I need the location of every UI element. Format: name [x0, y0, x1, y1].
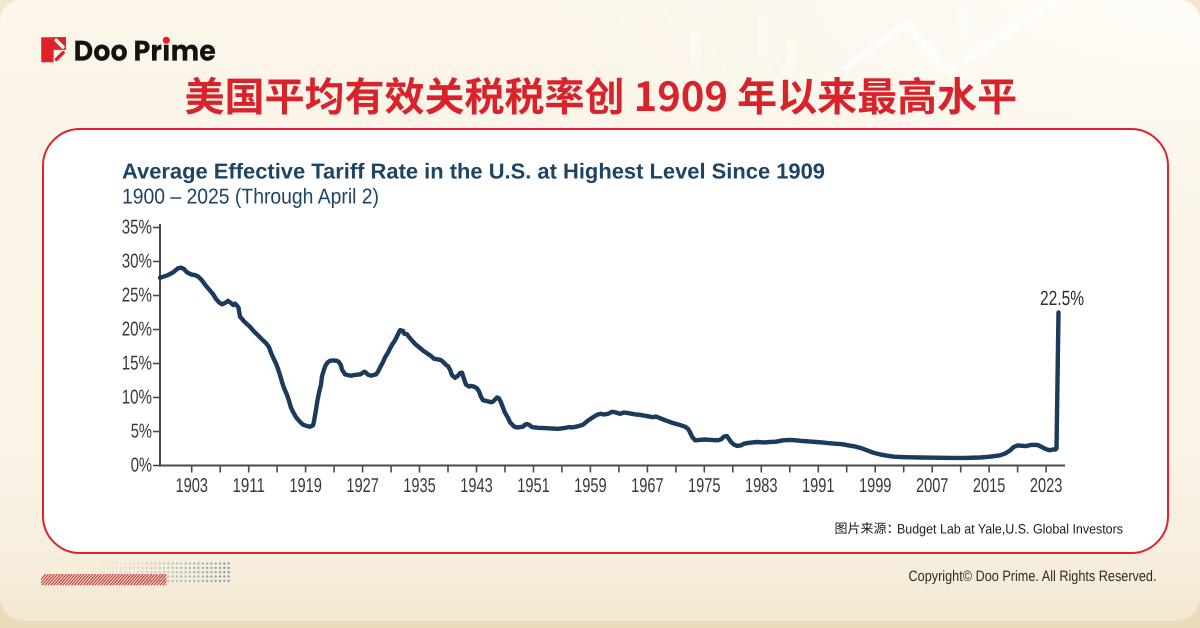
svg-text:1943: 1943 [460, 475, 493, 497]
svg-text:2023: 2023 [1030, 475, 1063, 497]
svg-text:15%: 15% [122, 353, 152, 375]
svg-text:Average Effective Tariff Rate: Average Effective Tariff Rate in the U.S… [122, 159, 825, 184]
svg-text:1975: 1975 [688, 475, 721, 497]
svg-text:20%: 20% [122, 319, 152, 341]
svg-text:1935: 1935 [403, 475, 436, 497]
svg-text:1999: 1999 [859, 475, 892, 497]
svg-text:1927: 1927 [346, 475, 379, 497]
svg-text:1900 – 2025 (Through April 2): 1900 – 2025 (Through April 2) [122, 185, 379, 209]
svg-text:Copyright© Doo Prime. All Righ: Copyright© Doo Prime. All Rights Reserve… [909, 568, 1157, 585]
svg-text:1967: 1967 [631, 475, 664, 497]
svg-text:22.5%: 22.5% [1040, 287, 1084, 310]
svg-text:2007: 2007 [916, 475, 949, 497]
svg-text:1959: 1959 [574, 475, 607, 497]
svg-text:5%: 5% [131, 421, 152, 443]
svg-text:1911: 1911 [232, 475, 265, 497]
svg-text:1991: 1991 [802, 475, 835, 497]
svg-text:Budget Lab at Yale,U.S. Global: Budget Lab at Yale,U.S. Global Investors [897, 522, 1123, 537]
svg-text:1903: 1903 [175, 475, 208, 497]
svg-text:1919: 1919 [289, 475, 322, 497]
svg-text:35%: 35% [122, 217, 152, 239]
svg-text:1983: 1983 [745, 475, 778, 497]
svg-text:1951: 1951 [517, 475, 550, 497]
svg-text:2015: 2015 [973, 475, 1006, 497]
svg-text:0%: 0% [131, 455, 152, 477]
svg-text:10%: 10% [122, 387, 152, 409]
svg-text:30%: 30% [122, 251, 152, 273]
svg-text:25%: 25% [122, 285, 152, 307]
